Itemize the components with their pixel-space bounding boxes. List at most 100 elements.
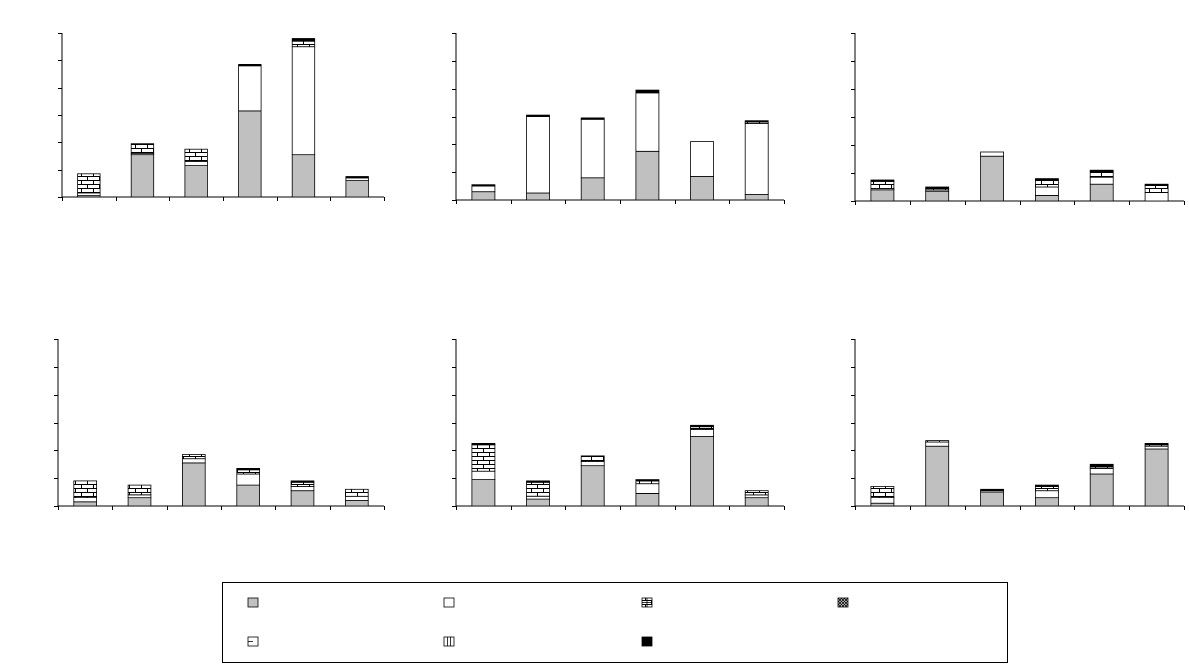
bar-segment-brick	[181, 454, 206, 460]
bar-segment-gray	[870, 189, 895, 202]
legend	[222, 582, 1008, 663]
bar-segment-white	[1035, 490, 1059, 499]
bar-segment-gray	[181, 462, 206, 507]
bar-segment-black	[1089, 169, 1114, 172]
bar-segment-gray	[127, 497, 152, 507]
bar-segment-white	[471, 185, 496, 193]
bar-segment-white	[1035, 186, 1059, 196]
bar-segment-white	[181, 458, 206, 464]
bar-segment-white	[184, 161, 208, 166]
bar-segment-black	[1035, 484, 1059, 487]
bar-segment-white	[1089, 467, 1114, 475]
bar-segment-white	[238, 65, 262, 112]
bar-segment-brick	[1035, 486, 1059, 492]
bar-segment-gray	[925, 445, 950, 507]
bar-segment-black	[635, 89, 660, 94]
chart-panel-3	[851, 33, 1185, 205]
bar-segment-gray	[526, 192, 550, 201]
bar-segment-black	[238, 64, 262, 67]
bar-segment-brick	[130, 143, 155, 154]
bar-segment-gray	[471, 479, 496, 507]
bar-segment-brick	[184, 148, 208, 162]
legend-item-gray	[247, 597, 259, 608]
bar-segment-white	[690, 141, 714, 177]
bar-segment-white	[344, 495, 369, 501]
bar-segment-brick	[870, 486, 895, 499]
bar-segment-gray	[238, 110, 262, 198]
bar-segment-brick	[127, 484, 152, 496]
bar-segment-white	[291, 46, 316, 156]
bar-segment-gray	[980, 491, 1004, 507]
bar-segment-brick	[690, 426, 714, 430]
bar-segment-white	[1144, 445, 1169, 450]
bar-segment-black	[635, 479, 660, 482]
bar-segment-gray	[236, 484, 261, 507]
bar-segment-gray	[744, 193, 769, 201]
bar-segment-black	[526, 480, 550, 483]
bar-segment-brick	[1035, 179, 1059, 188]
legend-swatch	[443, 597, 455, 608]
chart-panel-5	[452, 339, 785, 510]
bar-segment-brick	[344, 488, 369, 497]
bar-segment-gray	[870, 502, 895, 507]
bar-segment-gray	[291, 154, 316, 198]
bar-segment-brick	[236, 469, 261, 475]
legend-swatch	[837, 597, 849, 608]
bar-segment-black	[1089, 463, 1114, 468]
bar-segment-white	[580, 118, 605, 179]
bar-segment-brick	[77, 173, 101, 194]
chart-panel-2	[452, 33, 785, 204]
chart-panel-1	[58, 33, 385, 201]
bar-segment-brick	[580, 455, 605, 462]
bar-segment-black	[471, 442, 496, 446]
bar-segment-gray	[690, 435, 714, 507]
bar-segment-white	[526, 116, 550, 194]
bar-segment-black	[1144, 183, 1169, 186]
bar-segment-brick	[526, 481, 550, 497]
bar-segment-gray	[1035, 194, 1059, 202]
bar-segment-gray	[925, 190, 950, 202]
bar-segment-white	[345, 177, 369, 181]
bar-segment-black	[236, 467, 261, 471]
bar-segment-black	[290, 480, 315, 483]
legend-box	[222, 582, 1008, 663]
bar-segment-black	[1144, 442, 1169, 446]
bar-segment-brick	[73, 480, 98, 498]
bar-segment-white	[526, 495, 550, 500]
bar-segment-brick	[291, 40, 316, 48]
bar-segment-white	[925, 441, 950, 447]
bar-segment-white	[471, 470, 496, 481]
bar-segment-black	[526, 114, 550, 117]
bar-segment-white	[744, 123, 769, 195]
bar-segment-brick	[925, 440, 950, 443]
legend-swatch	[641, 636, 653, 647]
bar-segment-white	[73, 497, 98, 503]
bar-segment-brick	[1089, 171, 1114, 178]
bar-segment-black	[925, 186, 950, 189]
bar-segment-gray	[73, 501, 98, 507]
bar-segment-white	[635, 483, 660, 494]
bar-segment-brick	[290, 481, 315, 487]
bar-segment-black	[345, 176, 369, 179]
bar-segment-black	[1035, 178, 1059, 181]
legend-item-vlinebox	[443, 636, 455, 647]
bar-segment-brick	[1144, 185, 1169, 194]
bar-segment-white	[635, 92, 660, 152]
bar-segment-gray	[580, 177, 605, 201]
legend-swatch	[443, 636, 455, 647]
chart-panel-6	[851, 339, 1185, 510]
bar-segment-gray	[635, 493, 660, 507]
bar-segment-black	[744, 120, 769, 123]
bar-segment-white	[1089, 176, 1114, 185]
bar-segment-gray	[580, 465, 605, 507]
bar-segment-gray	[635, 150, 660, 201]
bar-segment-gray	[1035, 497, 1059, 507]
bar-segment-gray	[290, 490, 315, 507]
bar-segment-gray	[1089, 473, 1114, 507]
bar-segment-white	[127, 494, 152, 499]
bar-segment-white	[290, 486, 315, 492]
bar-segment-gray	[526, 498, 550, 507]
bar-segment-gray	[184, 165, 208, 198]
bar-segment-brick	[471, 444, 496, 472]
